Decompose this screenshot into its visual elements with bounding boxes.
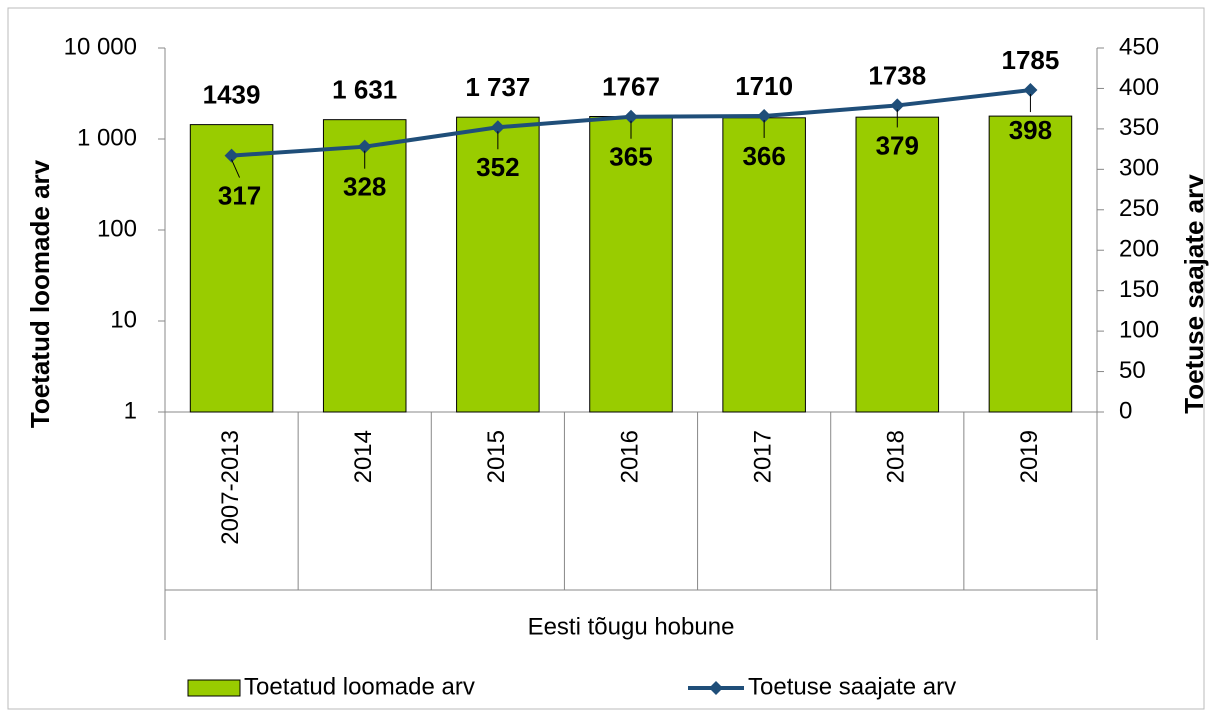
legend-label: Toetuse saajate arv bbox=[748, 673, 956, 700]
data-label: 317 bbox=[218, 180, 261, 210]
line-marker bbox=[357, 139, 372, 154]
data-label: 398 bbox=[1009, 115, 1052, 145]
line-marker bbox=[490, 120, 505, 135]
y-tick-label: 1 bbox=[124, 397, 137, 424]
data-label: 352 bbox=[476, 152, 519, 182]
data-label: 1767 bbox=[602, 71, 660, 101]
line-marker bbox=[890, 98, 905, 113]
y-tick-label: 10 000 bbox=[64, 33, 137, 60]
legend-label: Toetatud loomade arv bbox=[244, 673, 475, 700]
y2-tick-label: 50 bbox=[1119, 357, 1146, 384]
data-label: 1785 bbox=[1002, 45, 1060, 75]
x-tick-label: 2014 bbox=[350, 430, 377, 483]
x-tick-label: 2007-2013 bbox=[217, 430, 244, 545]
line-marker bbox=[224, 148, 239, 163]
leader-line bbox=[231, 159, 241, 178]
x-tick-label: 2017 bbox=[749, 430, 776, 483]
bar bbox=[722, 117, 806, 413]
line-marker bbox=[1023, 83, 1038, 98]
line-marker bbox=[624, 109, 638, 124]
bar bbox=[456, 116, 540, 413]
y2-tick-label: 450 bbox=[1119, 33, 1159, 60]
bar bbox=[855, 116, 940, 413]
bar bbox=[988, 115, 1073, 413]
data-label: 1710 bbox=[735, 71, 793, 101]
data-label: 1 631 bbox=[332, 75, 397, 105]
data-label: 1738 bbox=[868, 60, 926, 90]
data-label: 1439 bbox=[203, 79, 261, 109]
y2-tick-label: 0 bbox=[1119, 397, 1132, 424]
y2-tick-label: 250 bbox=[1119, 195, 1159, 222]
y2-tick-label: 100 bbox=[1119, 316, 1159, 343]
y2-tick-label: 200 bbox=[1119, 236, 1159, 263]
y2-tick-label: 400 bbox=[1119, 74, 1159, 101]
data-label: 1 737 bbox=[465, 72, 530, 102]
category-group-label: Eesti tõugu hobune bbox=[528, 613, 735, 640]
data-label: 366 bbox=[742, 141, 785, 171]
data-label: 379 bbox=[876, 130, 919, 160]
x-tick-label: 2015 bbox=[483, 430, 510, 483]
y2-axis-title: Toetuse saajate arv bbox=[1179, 174, 1209, 414]
data-label: 328 bbox=[343, 172, 386, 202]
legend-swatch bbox=[187, 679, 241, 697]
y2-tick-label: 350 bbox=[1119, 114, 1159, 141]
bar bbox=[189, 124, 274, 413]
x-tick-label: 2018 bbox=[883, 430, 910, 483]
y-tick-label: 100 bbox=[97, 215, 137, 242]
data-label: 365 bbox=[609, 142, 652, 172]
line-marker bbox=[757, 108, 772, 123]
y-tick-label: 10 bbox=[110, 306, 137, 333]
y2-tick-label: 150 bbox=[1119, 276, 1159, 303]
y2-tick-label: 300 bbox=[1119, 155, 1159, 182]
x-tick-label: 2016 bbox=[616, 430, 643, 483]
legend-marker bbox=[709, 681, 723, 695]
y-axis-title: Toetatud loomade arv bbox=[25, 159, 55, 428]
bar bbox=[589, 116, 673, 413]
x-tick-label: 2019 bbox=[1016, 430, 1043, 483]
y-tick-label: 1 000 bbox=[77, 124, 137, 151]
